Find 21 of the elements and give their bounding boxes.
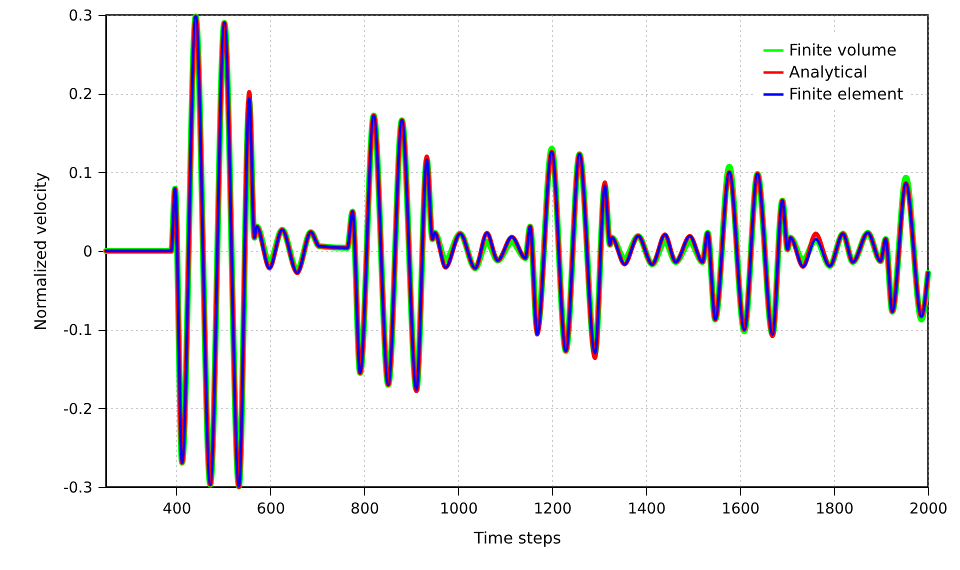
x-tick-label: 1000	[440, 500, 478, 518]
x-tick-label: 1800	[815, 500, 854, 518]
x-tick-label: 600	[256, 500, 286, 518]
y-tick-label: -0.1	[63, 321, 92, 340]
y-tick-label: 0.3	[68, 6, 92, 24]
x-tick-label: 1400	[628, 500, 666, 518]
x-tick-label: 1200	[534, 500, 572, 518]
y-tick-label: 0.1	[68, 164, 92, 182]
x-tick-label: 1600	[722, 500, 760, 518]
y-tick-label: 0.2	[68, 85, 92, 104]
y-axis-title: Normalized velocity	[31, 172, 50, 331]
y-tick-label: -0.3	[63, 478, 92, 496]
y-tick-label: -0.2	[63, 400, 92, 418]
x-tick-label: 800	[350, 500, 380, 518]
y-tick-label: 0	[82, 242, 92, 260]
x-tick-label: 2000	[909, 500, 948, 518]
x-axis-title: Time steps	[472, 528, 562, 548]
legend-label: Finite volume	[789, 40, 897, 60]
legend-label: Analytical	[789, 62, 868, 82]
legend-label: Finite element	[789, 84, 904, 104]
x-tick-label: 400	[162, 500, 192, 518]
